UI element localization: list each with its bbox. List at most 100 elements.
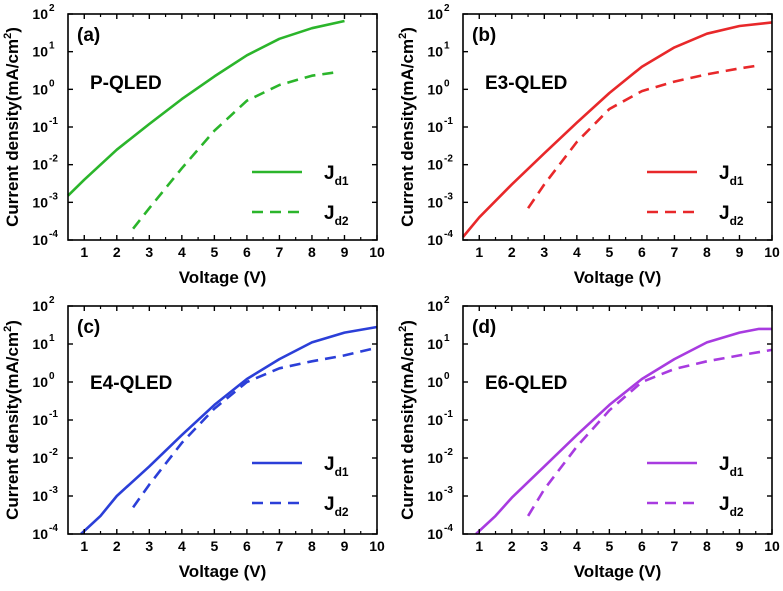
y-tick-exponent: -2 (49, 154, 58, 165)
y-tick-label: 10 (32, 81, 48, 97)
y-tick-label: 10 (427, 374, 443, 390)
y-tick-exponent: 2 (49, 3, 55, 14)
device-label: E4-QLED (90, 373, 172, 394)
legend-label-d2: Jd2 (719, 494, 744, 519)
x-tick-label: 5 (210, 538, 218, 554)
y-tick-label: 10 (427, 232, 443, 248)
x-tick-label: 8 (703, 538, 711, 554)
device-label: P-QLED (90, 73, 162, 94)
y-tick-label: 10 (32, 119, 48, 135)
x-tick-label: 10 (764, 244, 780, 260)
y-tick-exponent: -1 (444, 116, 453, 127)
x-tick-label: 6 (243, 538, 251, 554)
series-line-d1 (475, 327, 772, 535)
y-tick-exponent: 1 (49, 333, 55, 344)
panel-label: (d) (472, 317, 496, 338)
y-tick-exponent: 2 (444, 3, 450, 14)
y-tick-exponent: -1 (49, 116, 58, 127)
x-tick-label: 1 (475, 244, 483, 260)
x-tick-label: 3 (540, 538, 548, 554)
legend-label-d1: Jd1 (324, 163, 349, 188)
y-tick-label: 10 (427, 488, 443, 504)
y-tick-label: 10 (427, 194, 443, 210)
y-tick-label: 10 (32, 298, 48, 314)
x-tick-label: 7 (671, 244, 679, 260)
y-tick-label: 10 (427, 450, 443, 466)
y-axis-label: Current density(mA/cm2) (397, 27, 417, 227)
y-tick-exponent: 0 (444, 78, 450, 89)
y-tick-label: 10 (427, 336, 443, 352)
x-tick-label: 2 (508, 538, 516, 554)
x-tick-label: 3 (145, 538, 153, 554)
y-tick-exponent: 0 (444, 371, 450, 382)
y-tick-exponent: -4 (49, 229, 58, 240)
x-tick-label: 9 (736, 244, 744, 260)
y-axis-label: Current density(mA/cm2) (397, 320, 417, 520)
x-tick-label: 3 (145, 244, 153, 260)
legend-label-d1: Jd1 (719, 163, 744, 188)
y-axis-label: Current density(mA/cm2) (2, 27, 22, 227)
legend-label-d2: Jd2 (719, 203, 744, 228)
x-tick-label: 9 (341, 244, 349, 260)
y-tick-exponent: -3 (444, 485, 453, 496)
y-tick-exponent: 1 (444, 41, 450, 52)
y-tick-label: 10 (427, 298, 443, 314)
legend-label-d2: Jd2 (324, 203, 349, 228)
y-tick-label: 10 (32, 488, 48, 504)
x-tick-label: 7 (671, 538, 679, 554)
y-tick-exponent: -3 (49, 485, 58, 496)
y-tick-label: 10 (427, 412, 443, 428)
y-tick-label: 10 (32, 6, 48, 22)
y-tick-exponent: 1 (49, 41, 55, 52)
x-tick-label: 6 (638, 244, 646, 260)
x-tick-label: 8 (703, 244, 711, 260)
x-tick-label: 5 (605, 244, 613, 260)
y-tick-exponent: 2 (49, 295, 55, 306)
y-tick-exponent: -3 (49, 191, 58, 202)
y-tick-label: 10 (427, 6, 443, 22)
y-tick-label: 10 (427, 526, 443, 542)
x-tick-label: 6 (243, 244, 251, 260)
y-axis-label: Current density(mA/cm2) (2, 320, 22, 520)
x-tick-label: 9 (736, 538, 744, 554)
x-tick-label: 7 (276, 244, 284, 260)
x-tick-label: 7 (276, 538, 284, 554)
y-tick-label: 10 (32, 157, 48, 173)
y-tick-label: 10 (32, 450, 48, 466)
y-tick-label: 10 (427, 119, 443, 135)
panel-label: (b) (472, 25, 496, 46)
legend-label-d1: Jd1 (324, 454, 349, 479)
series-line-d2 (527, 64, 756, 209)
x-axis-label: Voltage (V) (574, 562, 662, 581)
y-tick-exponent: -2 (49, 447, 58, 458)
y-tick-label: 10 (32, 232, 48, 248)
x-tick-label: 10 (369, 538, 385, 554)
x-tick-label: 6 (638, 538, 646, 554)
x-axis-label: Voltage (V) (179, 268, 267, 287)
device-label: E3-QLED (485, 73, 567, 94)
y-tick-label: 10 (32, 44, 48, 60)
x-tick-label: 4 (178, 538, 186, 554)
x-tick-label: 4 (178, 244, 186, 260)
y-tick-label: 10 (427, 157, 443, 173)
y-tick-exponent: -4 (444, 523, 453, 534)
x-tick-label: 8 (308, 538, 316, 554)
y-tick-exponent: -3 (444, 191, 453, 202)
y-tick-label: 10 (32, 374, 48, 390)
x-tick-label: 8 (308, 244, 316, 260)
series-line-d1 (461, 21, 773, 238)
x-tick-label: 9 (341, 538, 349, 554)
device-label: E6-QLED (485, 373, 567, 394)
panel-label: (c) (77, 317, 100, 338)
y-tick-exponent: -2 (444, 447, 453, 458)
y-tick-label: 10 (427, 44, 443, 60)
y-tick-exponent: -4 (444, 229, 453, 240)
x-axis-label: Voltage (V) (574, 268, 662, 287)
y-tick-exponent: -4 (49, 523, 58, 534)
legend-label-d2: Jd2 (324, 494, 349, 519)
y-tick-exponent: -1 (49, 409, 58, 420)
y-tick-label: 10 (427, 81, 443, 97)
x-tick-label: 2 (113, 244, 121, 260)
